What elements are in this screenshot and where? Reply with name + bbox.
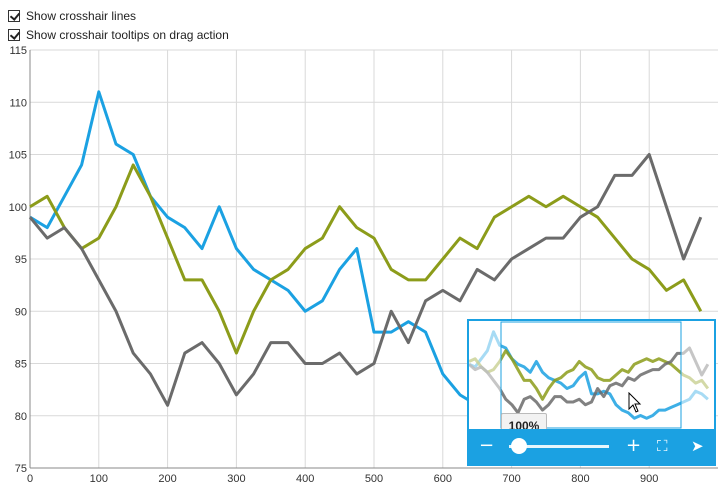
x-tick-label: 300 bbox=[227, 473, 245, 485]
x-tick-label: 500 bbox=[365, 473, 383, 485]
zoom-out-icon[interactable]: − bbox=[479, 435, 495, 456]
chart-navigator-panel[interactable]: 100% − + ⛶ ➤ bbox=[467, 319, 716, 466]
navigator-toolbar: − + ⛶ ➤ bbox=[469, 429, 714, 464]
mouse-cursor-icon bbox=[628, 392, 642, 413]
navigator-viewport bbox=[500, 321, 682, 429]
navigator-series-1 bbox=[469, 330, 709, 420]
crosshair-tooltips-checkbox-row[interactable]: Show crosshair tooltips on drag action bbox=[8, 27, 229, 43]
navigator-shade-left bbox=[469, 321, 501, 429]
x-tick-label: 400 bbox=[296, 473, 314, 485]
crosshair-lines-checkbox[interactable] bbox=[8, 10, 20, 22]
x-tick-label: 900 bbox=[640, 473, 658, 485]
series-line-3 bbox=[28, 153, 703, 407]
zoom-in-icon[interactable]: + bbox=[626, 435, 642, 456]
fit-to-screen-icon[interactable]: ⛶ bbox=[657, 437, 668, 455]
y-tick-label: 100 bbox=[9, 202, 27, 214]
x-tick-label: 200 bbox=[158, 473, 176, 485]
navigator-shade-right bbox=[681, 321, 714, 429]
pointer-mode-icon[interactable]: ➤ bbox=[691, 437, 704, 455]
navigator-series-3 bbox=[469, 346, 710, 415]
crosshair-lines-checkbox-row[interactable]: Show crosshair lines bbox=[8, 8, 136, 24]
zoom-slider-thumb[interactable] bbox=[511, 438, 527, 454]
y-tick-label: 75 bbox=[15, 463, 27, 475]
x-tick-label: 800 bbox=[571, 473, 589, 485]
x-tick-label: 700 bbox=[502, 473, 520, 485]
y-tick-label: 105 bbox=[9, 150, 27, 162]
y-tick-label: 90 bbox=[15, 306, 27, 318]
x-tick-label: 0 bbox=[27, 473, 33, 485]
y-tick-label: 95 bbox=[15, 254, 27, 266]
y-tick-label: 80 bbox=[15, 411, 27, 423]
y-tick-label: 110 bbox=[9, 97, 27, 109]
crosshair-tooltips-label: Show crosshair tooltips on drag action bbox=[26, 28, 229, 42]
x-tick-label: 600 bbox=[434, 473, 452, 485]
y-tick-label: 85 bbox=[15, 359, 27, 371]
zoom-slider-track[interactable] bbox=[509, 445, 609, 448]
navigator-preview[interactable] bbox=[469, 321, 714, 429]
x-tick-label: 100 bbox=[90, 473, 108, 485]
crosshair-tooltips-checkbox[interactable] bbox=[8, 29, 20, 41]
y-tick-label: 115 bbox=[9, 45, 27, 57]
crosshair-lines-label: Show crosshair lines bbox=[26, 9, 137, 23]
